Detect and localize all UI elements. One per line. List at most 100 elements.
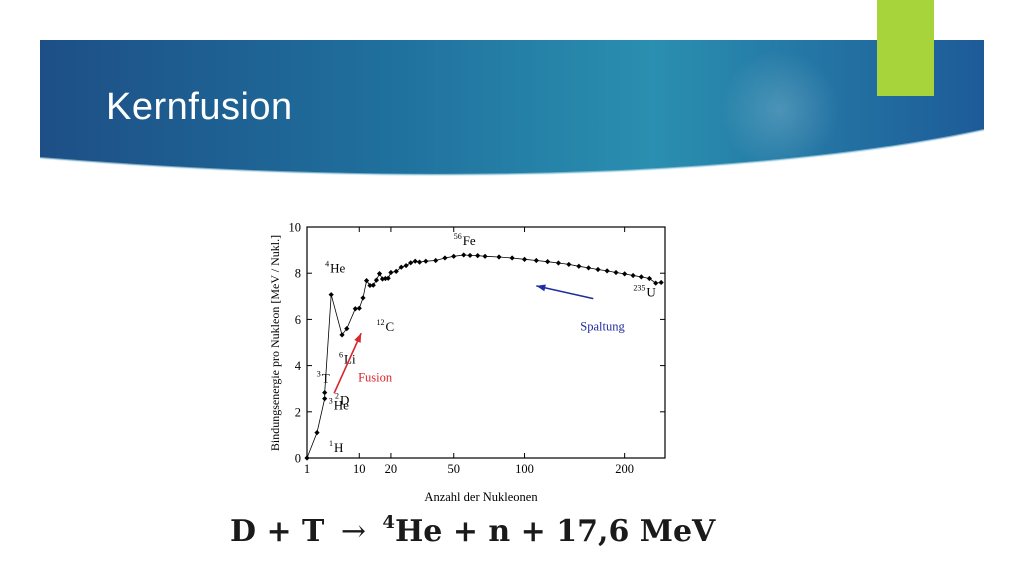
nuclide-label-he3: 3He xyxy=(329,397,349,413)
y-tick-label: 4 xyxy=(295,359,302,373)
x-tick-label: 200 xyxy=(615,462,634,476)
data-point xyxy=(356,305,362,311)
data-point xyxy=(314,429,320,436)
x-tick-label: 1 xyxy=(304,462,310,476)
data-point xyxy=(363,277,370,284)
equation-lhs: D + T xyxy=(230,514,325,549)
data-point xyxy=(555,260,562,266)
nuclide-mass-number: 3 xyxy=(317,370,321,379)
spaltung-arrow-head xyxy=(536,284,546,292)
data-point xyxy=(475,253,481,259)
data-point xyxy=(451,253,457,259)
data-point xyxy=(496,254,502,260)
nuclide-symbol: U xyxy=(646,284,656,299)
y-tick-label: 2 xyxy=(295,405,301,419)
data-point xyxy=(638,274,644,280)
nuclide-label-d2: 2D xyxy=(335,392,349,408)
nuclide-symbol: T xyxy=(322,371,330,386)
x-tick-label: 50 xyxy=(447,462,460,476)
y-axis-label: Bindungsenergie pro Nukleon [MeV / Nukl.… xyxy=(268,235,282,451)
nuclide-label-t3: 3T xyxy=(317,370,330,386)
data-point xyxy=(461,252,467,258)
data-point xyxy=(322,396,328,402)
nuclide-mass-number: 6 xyxy=(339,351,343,360)
data-point xyxy=(566,261,572,268)
data-point xyxy=(646,275,652,282)
data-point xyxy=(467,252,473,259)
nuclide-mass-number: 4 xyxy=(325,260,329,269)
data-point xyxy=(630,272,636,279)
y-tick-label: 6 xyxy=(295,313,301,327)
data-point xyxy=(370,282,376,288)
data-point xyxy=(360,295,366,301)
fusion-arrow-line xyxy=(333,332,362,394)
y-tick-label: 8 xyxy=(295,267,301,281)
data-point xyxy=(388,269,394,276)
data-point xyxy=(376,271,383,277)
nuclide-mass-number: 2 xyxy=(335,392,339,401)
data-point xyxy=(412,258,418,264)
x-tick-label: 20 xyxy=(385,462,398,476)
nuclide-symbol: D xyxy=(340,393,349,408)
nuclide-label-c12: 12C xyxy=(377,318,395,334)
equation-product: He + n + 17,6 MeV xyxy=(394,514,716,549)
data-point xyxy=(585,265,592,271)
data-point xyxy=(482,253,488,259)
data-point xyxy=(373,277,380,283)
data-point xyxy=(322,390,328,396)
data-point xyxy=(328,292,334,298)
data-point xyxy=(393,268,399,274)
binding-energy-curve xyxy=(306,254,662,459)
banner-curve xyxy=(40,129,984,195)
data-point xyxy=(622,271,628,277)
data-point xyxy=(595,266,601,273)
data-point xyxy=(398,264,404,270)
data-point xyxy=(521,256,528,262)
nuclide-symbol: He xyxy=(330,261,345,276)
spaltung-label: Spaltung xyxy=(580,320,625,334)
data-point xyxy=(423,258,429,264)
data-point xyxy=(403,262,409,269)
slide-title: Kernfusion xyxy=(106,86,293,128)
plot-frame xyxy=(306,226,666,459)
data-point xyxy=(442,255,448,261)
x-tick-label: 10 xyxy=(353,462,366,476)
data-point xyxy=(416,259,423,265)
nuclide-mass-number: 56 xyxy=(454,232,462,241)
data-point xyxy=(304,455,310,461)
data-point xyxy=(433,257,439,264)
data-point xyxy=(545,259,551,265)
data-point xyxy=(533,257,539,264)
data-point xyxy=(408,260,414,266)
y-tick-label: 10 xyxy=(289,221,302,235)
data-point xyxy=(653,280,659,286)
nuclide-mass-number: 235 xyxy=(633,283,645,292)
nuclide-symbol: C xyxy=(386,319,395,334)
data-point xyxy=(509,255,515,261)
fusion-arrow-head xyxy=(354,333,362,343)
fusion-equation: D + T → 4He + n + 17,6 MeV xyxy=(230,512,716,549)
nuclide-mass-number: 3 xyxy=(329,397,333,406)
nuclide-label-h1: 1H xyxy=(329,439,343,455)
data-point xyxy=(576,263,582,269)
green-accent-bar xyxy=(877,0,934,96)
equation-mass-number: 4 xyxy=(382,512,395,533)
fusion-label: Fusion xyxy=(358,370,393,384)
y-tick-label: 0 xyxy=(295,452,301,466)
nuclide-label-he4: 4He xyxy=(325,260,345,276)
equation-arrow: → xyxy=(340,514,366,549)
data-point xyxy=(604,268,610,274)
x-axis-label: Anzahl der Nukleonen xyxy=(424,490,538,504)
data-point xyxy=(658,279,664,286)
spaltung-arrow-line xyxy=(536,285,594,300)
data-point xyxy=(613,269,619,276)
nuclide-symbol: He xyxy=(334,398,349,413)
nuclide-symbol: Fe xyxy=(463,233,476,248)
nuclide-mass-number: 1 xyxy=(329,439,333,448)
nuclide-mass-number: 12 xyxy=(377,318,385,327)
nuclide-label-u235: 235U xyxy=(633,283,656,299)
nuclide-symbol: H xyxy=(334,440,343,455)
x-tick-label: 100 xyxy=(515,462,534,476)
nuclide-label-fe56: 56Fe xyxy=(454,232,476,248)
